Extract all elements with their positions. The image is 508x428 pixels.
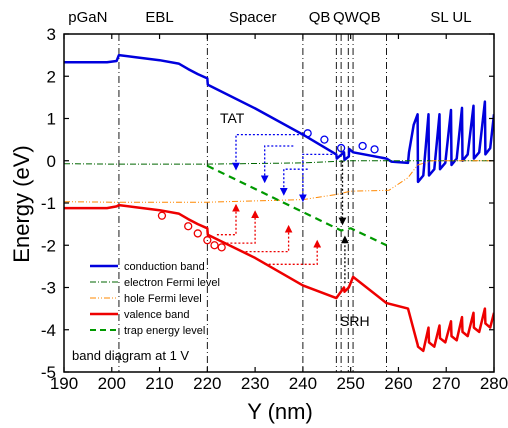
carrier-circle-e0 bbox=[303, 129, 312, 138]
series-line-valence-band bbox=[64, 203, 494, 353]
x-tick-label-230: 230 bbox=[241, 374, 269, 393]
y-tick-label-3: 3 bbox=[47, 25, 56, 44]
series-line-trap-energy-level bbox=[206, 164, 387, 247]
carrier-circle-h4 bbox=[210, 241, 219, 250]
region-label-pgan-0: pGaN bbox=[68, 9, 107, 26]
carrier-circles bbox=[157, 129, 379, 252]
x-tick-label-280: 280 bbox=[480, 374, 508, 393]
region-label-qb-5: QB bbox=[359, 9, 381, 26]
region-label-qw-4: QW bbox=[333, 9, 360, 26]
x-tick-label-190: 190 bbox=[50, 374, 78, 393]
x-tick-label-200: 200 bbox=[98, 374, 126, 393]
y-tick-label-1: 1 bbox=[47, 110, 56, 129]
series-line-conduction-band bbox=[64, 53, 494, 184]
series-line-hole-fermi-level bbox=[64, 160, 494, 203]
carrier-circle-e1 bbox=[320, 135, 329, 144]
x-tick-label-250: 250 bbox=[336, 374, 364, 393]
carrier-circle-h0 bbox=[157, 211, 167, 220]
y-tick-label--3: -3 bbox=[41, 279, 56, 298]
x-ticks: 190 200 210 220 230 240 250 260 270 280 bbox=[50, 34, 508, 393]
srh-label: SRH bbox=[340, 313, 370, 329]
x-tick-label-210: 210 bbox=[145, 374, 173, 393]
y-axis-title: Energy (eV) bbox=[9, 145, 34, 262]
tat-electron-arrow-4 bbox=[279, 168, 308, 196]
y-tick-label-2: 2 bbox=[47, 67, 56, 86]
x-tick-label-240: 240 bbox=[289, 374, 317, 393]
legend-label-valence-band: valence band bbox=[124, 309, 189, 321]
x-axis-title: Y (nm) bbox=[247, 399, 313, 424]
tat-hole-arrow-2 bbox=[226, 210, 259, 244]
region-label-ebl-1: EBL bbox=[145, 9, 173, 26]
plot-frame bbox=[63, 33, 495, 373]
tat-electron-arrow-2 bbox=[260, 145, 294, 184]
region-labels: pGaN EBL Spacer QB QW QB SL UL bbox=[68, 9, 471, 26]
carrier-circle-h1 bbox=[184, 222, 193, 231]
y-tick-label--5: -5 bbox=[41, 363, 56, 382]
carrier-circle-e4 bbox=[370, 145, 379, 154]
region-label-qb-3: QB bbox=[309, 9, 331, 26]
transition-arrows bbox=[216, 133, 349, 284]
tat-label: TAT bbox=[220, 110, 245, 126]
region-label-sl-ul-6: SL UL bbox=[430, 9, 471, 26]
y-tick-label--4: -4 bbox=[41, 321, 56, 340]
carrier-circle-h2 bbox=[193, 229, 202, 238]
bias-note: band diagram at 1 V bbox=[72, 348, 189, 363]
carrier-circle-h3 bbox=[203, 236, 212, 245]
x-tick-label-220: 220 bbox=[193, 374, 221, 393]
legend-label-conduction-band: conduction band bbox=[124, 261, 205, 273]
tat-hole-arrow-4 bbox=[264, 239, 322, 265]
legend-label-electron-fermi: electron Fermi level bbox=[124, 277, 220, 289]
y-tick-label--1: -1 bbox=[41, 194, 56, 213]
legend: conduction band electron Fermi level hol… bbox=[90, 261, 220, 337]
region-label-spacer-2: Spacer bbox=[229, 9, 277, 26]
tat-hole-arrow-1 bbox=[216, 203, 240, 236]
series-lines bbox=[64, 53, 494, 353]
tat-electron-arrow-1 bbox=[232, 133, 303, 171]
y-tick-label-0: 0 bbox=[47, 152, 56, 171]
legend-label-trap-level: trap energy level bbox=[124, 325, 205, 337]
legend-label-hole-fermi: hole Fermi level bbox=[124, 293, 202, 305]
carrier-circle-e3 bbox=[358, 141, 367, 151]
y-tick-label--2: -2 bbox=[41, 236, 56, 255]
tat-hole-arrow-3 bbox=[245, 224, 293, 253]
carrier-circle-h5 bbox=[217, 243, 226, 252]
y-ticks: -5 -4 -3 -2 -1 0 1 2 3 bbox=[41, 25, 494, 382]
tat-electron-arrow-3 bbox=[298, 153, 337, 203]
x-tick-label-260: 260 bbox=[384, 374, 412, 393]
boundary-lines bbox=[118, 34, 387, 372]
carrier-circle-e2 bbox=[336, 143, 346, 153]
series-line-electron-fermi-level bbox=[64, 160, 494, 165]
x-tick-label-270: 270 bbox=[432, 374, 460, 393]
